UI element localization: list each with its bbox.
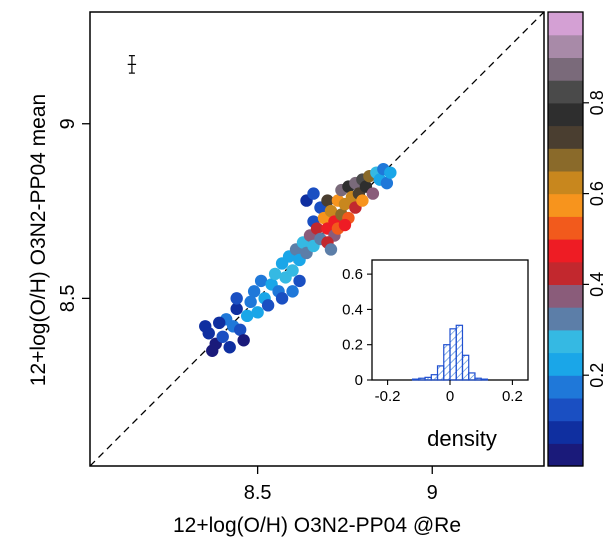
data-point-15 [254,274,268,288]
colorbar-segment-5 [548,329,583,354]
data-point-37 [321,194,334,207]
y-tick-label-0: 8.5 [57,284,79,312]
inset-y-tick-label-0: 0 [355,372,363,389]
data-point-68 [275,292,289,305]
data-point-59 [380,176,394,190]
data-point-70 [213,316,226,330]
inset-bar-3 [430,374,439,381]
colorbar-segment-2 [548,397,583,422]
data-point-62 [307,187,320,200]
colorbar-segment-12 [548,170,583,195]
x-tick-label-1: 9 [427,482,438,504]
colorbar-segment-16 [548,80,583,104]
colorbar-tick-label-3: 0.8 [587,90,607,115]
colorbar-segment-0 [548,443,583,467]
inset-bar-6 [449,328,457,381]
colorbar-segment-4 [548,352,583,376]
colorbar-segment-9 [548,239,583,263]
data-point-32 [310,222,324,235]
inset-bar-11 [480,378,489,381]
colorbar-segment-15 [548,102,583,127]
inset-x-tick-label-0: -0.2 [375,388,401,405]
inset-bar-8 [461,354,470,381]
data-point-3 [216,330,229,343]
data-point-8 [230,302,243,316]
inset-bar-2 [424,376,432,381]
data-point-16 [261,299,275,312]
data-point-60 [384,166,397,179]
colorbar-segment-18 [548,34,583,58]
data-point-12 [251,306,264,319]
colorbar-segment-19 [548,12,583,36]
data-point-27 [293,274,306,288]
data-point-7 [233,323,247,336]
colorbar-segment-8 [548,261,583,285]
plot-frame [89,11,545,467]
inset-bar-1 [418,377,426,381]
data-point-11 [237,334,250,347]
colorbar-segment-6 [548,307,583,331]
data-point-69 [230,292,243,305]
inset-y-tick-label-3: 0.6 [342,266,363,283]
colorbar-segment-13 [548,148,583,172]
data-point-38 [324,204,338,218]
inset-bar-9 [468,372,476,381]
data-point-52 [356,194,369,207]
inset-x-tick-label-1: 0 [446,388,454,405]
data-point-9 [240,309,254,323]
colorbar-segment-7 [548,284,583,308]
y-axis-title: 12+log(O/H) O3N2-PP04 mean [27,94,50,386]
data-point-65 [338,218,352,232]
data-point-67 [286,285,299,298]
colorbar-segment-11 [548,193,583,217]
colorbar-segment-10 [548,216,583,240]
data-point-10 [244,295,257,309]
data-point-13 [247,285,261,298]
inset-bar-0 [411,378,420,381]
data-point-23 [286,264,299,277]
inset-bar-7 [455,324,464,381]
inset-histogram: -0.2 0 0.2 0 0.2 0.4 0.6 [342,259,529,405]
inset-x-tick-label-2: 0.2 [502,388,523,405]
colorbar-tick-label-0: 0.2 [587,363,607,388]
inset-bar-5 [443,344,451,381]
inset-bar-4 [436,365,445,381]
colorbar-tick-label-2: 0.6 [587,181,607,206]
data-point-55 [366,187,380,200]
inset-bar-10 [474,377,482,381]
main-plot: 8.5 9 8.5 9 [57,11,545,504]
x-axis-title: 12+log(O/H) O3N2-PP04 @Re [173,514,461,537]
colorbar-segment-3 [548,375,583,399]
inset-y-tick-label-2: 0.4 [342,301,363,318]
colorbar-tick-label-1: 0.4 [587,272,607,297]
colorbar-segment-17 [548,57,583,81]
data-point-1 [202,327,215,340]
data-point-66 [324,243,338,256]
colorbar-frame [547,11,584,467]
data-point-4 [223,341,236,354]
data-point-18 [268,267,282,281]
x-tick-label-0: 8.5 [244,482,272,504]
inset-y-tick-label-1: 0.2 [342,337,363,354]
y-tick-label-1: 9 [57,118,79,129]
data-point-71 [206,344,219,357]
inset-title: density [427,426,497,451]
colorbar: 0.2 0.4 0.6 0.8 [547,11,607,467]
colorbar-segment-14 [548,125,583,149]
colorbar-segment-1 [548,420,583,444]
